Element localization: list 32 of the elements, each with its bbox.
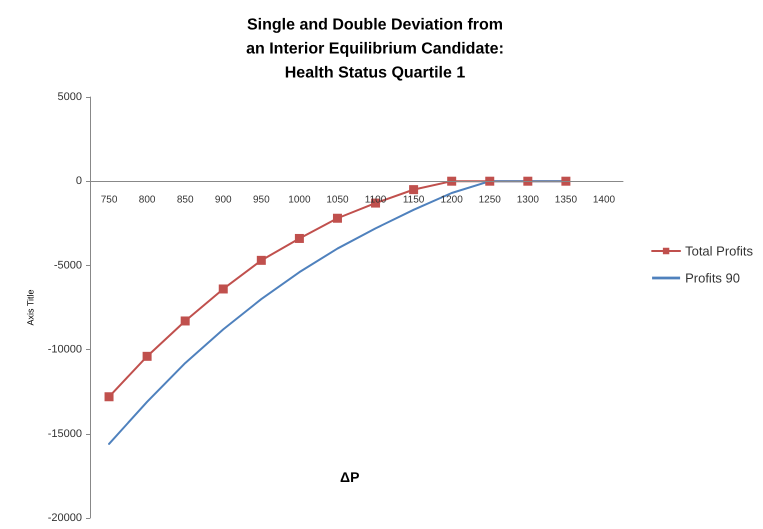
y-tick-label: 0	[76, 175, 82, 188]
chart-title: Single and Double Deviation from an Interior Equilibrium Candidate: Health Status Quartile 1	[246, 16, 504, 82]
y-tick-label: -20000	[48, 512, 82, 524]
point	[180, 316, 190, 326]
x-tick-label: 1200	[440, 194, 464, 206]
x-tick-label: 1350	[554, 194, 578, 206]
x-tick-label: 1150	[402, 194, 425, 206]
point	[104, 392, 114, 402]
legend-label: Total Profits	[685, 244, 754, 258]
x-tick-label: 950	[252, 194, 270, 206]
x-tick-label: 1250	[478, 194, 502, 206]
x-tick-label: 900	[214, 194, 232, 206]
annotation: ΔP	[340, 469, 360, 485]
x-tick-label: 1050	[326, 194, 350, 206]
point	[218, 284, 228, 294]
point	[142, 352, 152, 361]
point	[294, 234, 304, 243]
x-tick-label: 850	[176, 194, 194, 206]
point	[332, 214, 342, 223]
x-tick-label: 1300	[516, 194, 540, 206]
x-tick-label: 1400	[592, 194, 616, 206]
x-tick-label: 800	[138, 194, 156, 206]
y-tick-label: 5000	[58, 91, 82, 103]
x-tick-label: 750	[100, 194, 118, 206]
y-tick-label: -15000	[48, 428, 82, 440]
point	[409, 185, 418, 194]
y-axis-title: Axis Title	[26, 289, 36, 326]
y-tick-label: -10000	[48, 344, 82, 356]
legend-label: Profits 90	[685, 270, 740, 286]
x-tick-label: 1000	[288, 194, 311, 206]
point	[256, 256, 266, 265]
y-tick-label: -5000	[54, 259, 82, 272]
